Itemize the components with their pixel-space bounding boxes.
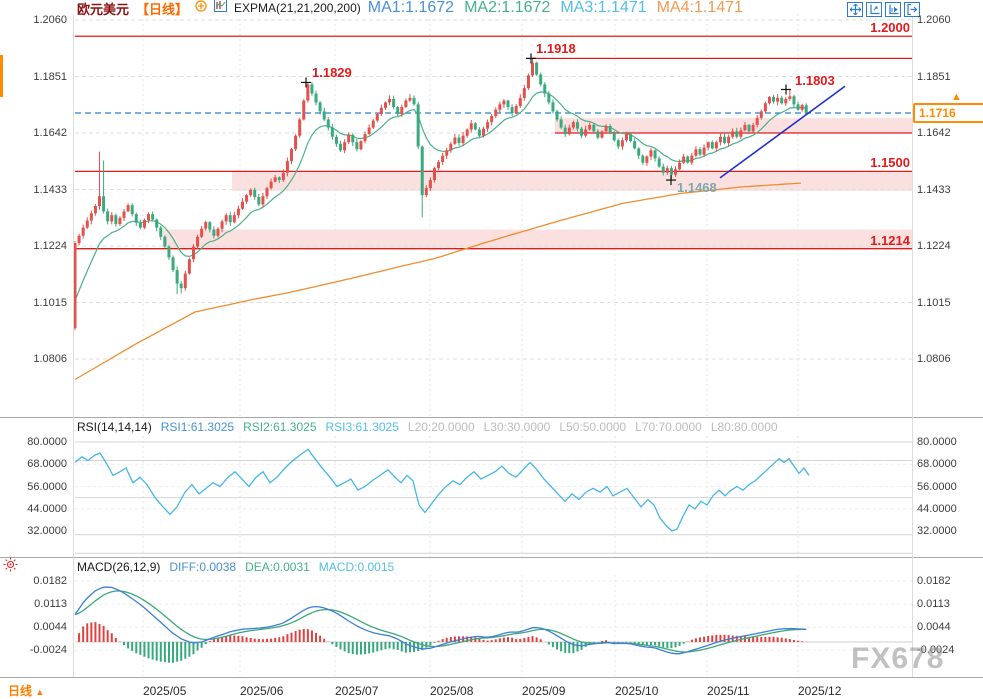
macd-value-label: DEA:0.0031 — [245, 559, 310, 574]
macd-axis-label: 0.0182 — [917, 575, 951, 587]
price-level-annotation: 1.1829 — [312, 65, 352, 81]
price-axis-label: 1.1851 — [33, 70, 67, 83]
ma-value-label: MA2:1.1672 — [464, 0, 551, 16]
rsi-axis-label: 44.0000 — [27, 502, 67, 515]
rsi-value-label: L50:50.0000 — [559, 419, 627, 434]
rsi-axis-label: 68.0000 — [27, 458, 67, 471]
scale-price-axis-icon[interactable] — [866, 2, 882, 17]
price-axis-label: 1.2060 — [33, 14, 67, 26]
pan-icon[interactable] — [847, 2, 863, 17]
macd-axis-label: 0.0113 — [917, 598, 950, 611]
rsi-value-label: RSI3:61.3025 — [325, 419, 399, 434]
macd-value-label: DIFF:0.0038 — [169, 559, 237, 574]
macd-value-label: MACD:0.0015 — [318, 559, 395, 574]
scale-time-axis-icon[interactable] — [885, 2, 901, 17]
price-axis-label: 1.1015 — [917, 296, 951, 309]
add-indicator-icon[interactable] — [195, 0, 207, 17]
time-axis-label: 2025/05 — [143, 684, 187, 698]
rsi-value-label: L20:20.0000 — [407, 419, 475, 434]
current-price-tag: 1.1716 — [913, 102, 983, 123]
ma-value-label: MA3:1.1471 — [560, 0, 647, 16]
rsi-axis-label: 56.0000 — [27, 480, 67, 493]
watermark: FX678 — [851, 642, 945, 675]
rsi-value-label: RSI2:61.3025 — [243, 419, 317, 434]
macd-axis-label: 0.0044 — [33, 621, 67, 634]
macd-axis-label: -0.0024 — [917, 644, 955, 656]
rsi-axis-label: 68.0000 — [917, 458, 957, 471]
left-edge-marker — [0, 55, 3, 97]
price-axis-label: 1.1015 — [33, 296, 67, 309]
chart-toolbar — [847, 2, 920, 17]
time-axis-label: 2025/07 — [335, 684, 379, 698]
indicator-name: EXPMA(21,21,200,200) — [234, 1, 361, 15]
rsi-value-label: RSI1:61.3025 — [160, 419, 235, 434]
time-axis-label: 2025/06 — [240, 684, 284, 698]
rsi-value-label: L70:70.0000 — [635, 419, 702, 434]
price-axis-label: 1.1224 — [917, 240, 951, 252]
price-level-annotation: 1.1468 — [677, 180, 717, 196]
panel-separator — [0, 557, 983, 558]
rsi-axis-label: 80.0000 — [917, 436, 957, 448]
period-selector[interactable]: 日线 ▲ — [8, 684, 45, 698]
price-axis-label: 1.1433 — [917, 183, 951, 196]
price-axis-label: 1.2060 — [917, 14, 951, 26]
price-axis-label: 1.1642 — [917, 127, 951, 139]
exit-fullscreen-icon[interactable] — [904, 2, 920, 17]
macd-axis-label: 0.0113 — [34, 598, 67, 611]
rsi-value-label: L80:80.0000 — [710, 419, 778, 434]
rsi-indicator-name: RSI(14,14,14) — [77, 419, 152, 434]
price-axis-label: 1.1642 — [33, 127, 67, 139]
rsi-axis-label: 44.0000 — [917, 502, 957, 515]
macd-axis-label: 0.0182 — [33, 575, 67, 587]
price-level-annotation: 1.1214 — [870, 232, 910, 248]
left-axis-line — [73, 14, 74, 677]
macd-indicator-name: MACD(26,12,9) — [77, 559, 161, 574]
rsi-axis-label: 56.0000 — [917, 480, 957, 493]
right-axis-line — [912, 14, 913, 677]
panel-separator — [0, 417, 983, 418]
price-axis-label: 1.1851 — [917, 70, 951, 83]
time-axis-label: 2025/10 — [615, 684, 659, 698]
macd-header: MACD(26,12,9) DIFF:0.0038 DEA:0.0031 MACD:… — [77, 559, 394, 574]
rsi-value-label: L30:30.0000 — [483, 419, 551, 434]
time-axis-label: 2025/08 — [430, 684, 474, 698]
time-axis-label: 2025/11 — [707, 684, 750, 698]
time-axis-label: 2025/12 — [798, 684, 842, 698]
price-up-arrow-icon: ▲ — [951, 90, 962, 103]
price-level-annotation: 1.2000 — [870, 20, 910, 36]
kline-chart-icon[interactable] — [214, 0, 228, 17]
macd-axis-label: -0.0024 — [29, 644, 67, 656]
macd-axis-label: 0.0044 — [917, 621, 951, 634]
price-level-annotation: 1.1918 — [536, 41, 576, 57]
price-axis-label: 1.0806 — [917, 353, 951, 365]
rsi-header: RSI(14,14,14) RSI1:61.3025 RSI2:61.3025 RS… — [77, 419, 778, 434]
macd-values: DIFF:0.0038 DEA:0.0031 MACD:0.0015 — [169, 560, 394, 574]
indicator-settings-icon[interactable] — [3, 557, 18, 577]
period-arrow-icon: ▲ — [35, 687, 45, 697]
symbol-name: 欧元美元 — [77, 1, 130, 17]
price-axis-label: 1.0806 — [33, 353, 67, 365]
price-level-annotation: 1.1803 — [795, 73, 835, 89]
ma-value-label: MA1:1.1672 — [367, 0, 455, 16]
ma-value-label: MA4:1.1471 — [656, 0, 743, 16]
rsi-axis-label: 32.0000 — [27, 525, 67, 537]
price-axis-label: 1.1433 — [33, 183, 67, 196]
chart-header: 欧元美元 【日线】 EXPMA(21,21,200,200) MA1:1.167… — [77, 0, 743, 17]
price-axis-label: 1.1224 — [33, 240, 67, 252]
panel-separator — [0, 677, 983, 678]
rsi-values: RSI1:61.3025 RSI2:61.3025 RSI3:61.3025 L20:… — [161, 420, 778, 434]
period-tag: 【日线】 — [136, 1, 189, 17]
rsi-axis-label: 80.0000 — [27, 436, 67, 448]
price-level-annotation: 1.1500 — [870, 155, 910, 171]
ma-values: MA1:1.1672 MA2:1.1672 MA3:1.1471 MA4:1.1471 — [368, 0, 743, 17]
rsi-axis-label: 32.0000 — [917, 525, 957, 537]
time-axis-label: 2025/09 — [522, 684, 566, 698]
